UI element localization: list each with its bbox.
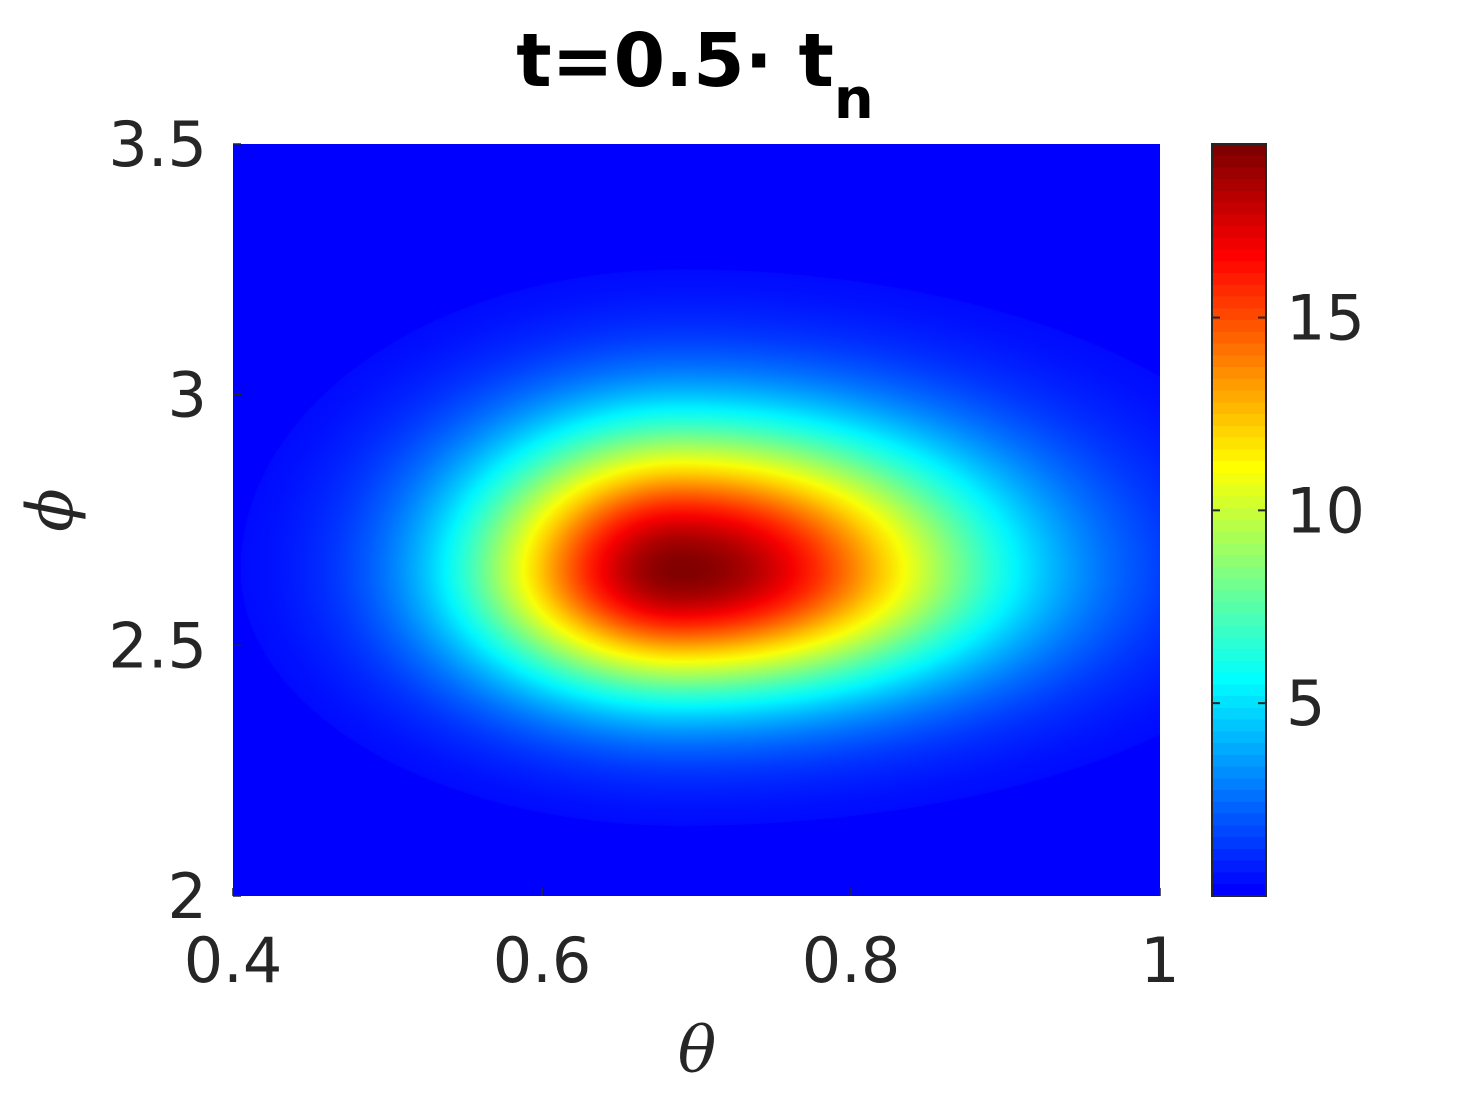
plot-area <box>233 144 1160 896</box>
y-tick-label: 3.5 <box>108 108 207 181</box>
y-tick-label: 2 <box>168 860 207 933</box>
x-tick-label: 0.4 <box>184 924 283 997</box>
chart-title: t=0.5· tn <box>516 18 874 132</box>
colorbar: 5 10 15 <box>1211 143 1365 897</box>
heatmap-quadrant <box>240 269 682 571</box>
heatmap-quadrant <box>680 569 1160 826</box>
heatmap-quadrant <box>240 569 682 826</box>
x-tick-label: 0.6 <box>493 924 592 997</box>
y-axis-label: ϕ <box>14 488 88 532</box>
x-tick-label: 1 <box>1140 924 1179 997</box>
colorbar-gradient <box>1211 143 1267 897</box>
colorbar-tick-label: 15 <box>1286 282 1365 355</box>
y-tick-label: 2.5 <box>108 609 207 682</box>
x-tick-label: 0.8 <box>802 924 901 997</box>
heatmap-peak <box>240 269 1160 826</box>
x-axis-label: θ <box>678 1014 717 1088</box>
chart-title-main: t=0.5· t <box>516 18 834 104</box>
heatmap-quadrant <box>680 269 1160 571</box>
colorbar-tick-label: 5 <box>1286 667 1325 740</box>
colorbar-tick-label: 10 <box>1286 474 1365 547</box>
y-tick-label: 3 <box>168 359 207 432</box>
chart-title-subscript: n <box>834 67 874 132</box>
axes: 0.4 0.6 0.8 1 2 2.5 3 3.5 <box>108 108 1179 997</box>
